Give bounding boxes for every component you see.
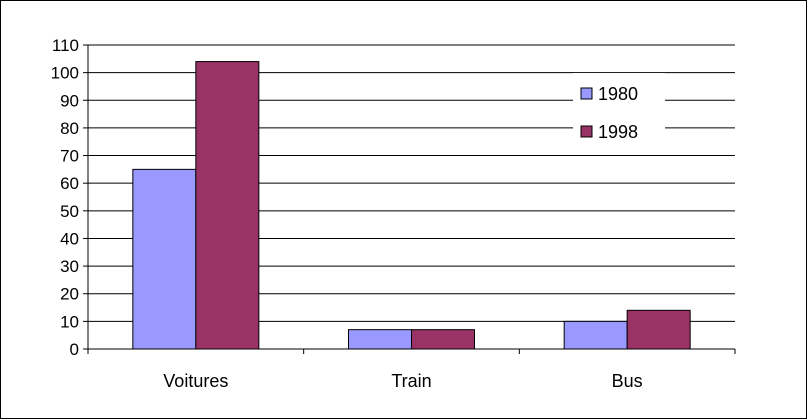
y-tick-label: 100 <box>51 64 79 83</box>
y-tick-label: 80 <box>60 119 79 138</box>
legend-swatch-1980 <box>580 87 593 100</box>
axes <box>83 44 736 354</box>
bar-1998-train <box>411 329 475 350</box>
y-tick-label: 60 <box>60 174 79 193</box>
bar-1998-bus <box>626 309 691 350</box>
y-tick-label: 30 <box>60 257 79 276</box>
y-tick-label: 40 <box>60 229 79 248</box>
bars <box>132 61 691 350</box>
y-tick-label: 50 <box>60 202 79 221</box>
legend-label-1998: 1998 <box>598 122 638 142</box>
labels: 0 10 20 30 40 50 60 70 80 90 100 110 Voitures Train Bu… <box>51 36 643 391</box>
bar-1980-bus <box>563 320 628 350</box>
bar-1980-train <box>348 329 412 350</box>
x-category-label: Voitures <box>163 371 228 391</box>
legend: 1980 1998 <box>573 73 665 153</box>
y-tick-label: 10 <box>60 312 79 331</box>
y-tick-label: 20 <box>60 285 79 304</box>
bar-1980-voitures <box>132 168 197 350</box>
y-tick-label: 110 <box>52 36 79 55</box>
x-category-label: Bus <box>612 371 643 391</box>
legend-label-1980: 1980 <box>598 84 638 104</box>
y-tick-label: 0 <box>70 340 79 359</box>
x-category-label: Train <box>391 371 431 391</box>
bar-1998-voitures <box>195 61 260 350</box>
y-tick-label: 70 <box>60 147 79 166</box>
y-tick-label: 90 <box>60 91 79 110</box>
legend-box <box>573 73 665 153</box>
legend-swatch-1998 <box>580 125 593 138</box>
